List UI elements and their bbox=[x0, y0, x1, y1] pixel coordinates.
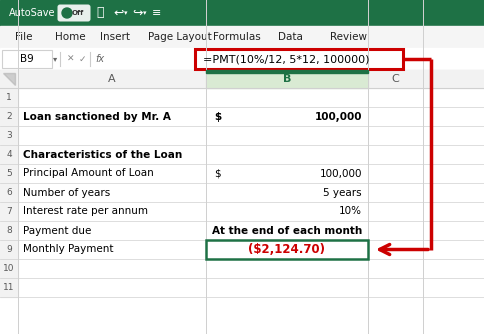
Bar bbox=[0, 240, 484, 259]
Bar bbox=[0, 145, 484, 164]
Bar bbox=[0, 278, 18, 297]
Bar bbox=[0, 107, 18, 126]
Text: $: $ bbox=[213, 168, 220, 178]
Text: ↪: ↪ bbox=[132, 6, 142, 19]
Text: 3: 3 bbox=[6, 131, 12, 140]
Text: ↩: ↩ bbox=[113, 6, 123, 19]
Text: 5: 5 bbox=[6, 169, 12, 178]
Bar bbox=[0, 126, 18, 145]
Text: ▾: ▾ bbox=[124, 10, 127, 16]
Text: Insert: Insert bbox=[100, 32, 130, 42]
Text: Principal Amount of Loan: Principal Amount of Loan bbox=[23, 168, 153, 178]
Bar bbox=[0, 202, 484, 221]
Text: A: A bbox=[108, 74, 116, 84]
Bar bbox=[0, 183, 484, 202]
Text: ($2,124.70): ($2,124.70) bbox=[248, 243, 325, 256]
Text: Characteristics of the Loan: Characteristics of the Loan bbox=[23, 150, 182, 160]
Text: Loan sanctioned by Mr. A: Loan sanctioned by Mr. A bbox=[23, 112, 170, 122]
Text: 7: 7 bbox=[6, 207, 12, 216]
Text: ✓: ✓ bbox=[79, 54, 86, 63]
Text: 9: 9 bbox=[6, 245, 12, 254]
Text: =PMT(10%/12, 5*12, 100000): =PMT(10%/12, 5*12, 100000) bbox=[203, 54, 369, 64]
Text: 1: 1 bbox=[6, 93, 12, 102]
Text: 100,000: 100,000 bbox=[314, 112, 361, 122]
Circle shape bbox=[62, 8, 72, 18]
Text: Formulas: Formulas bbox=[212, 32, 260, 42]
Bar bbox=[0, 202, 18, 221]
Text: 2: 2 bbox=[6, 112, 12, 121]
Bar bbox=[0, 107, 484, 126]
Bar bbox=[0, 259, 484, 278]
Text: C: C bbox=[391, 74, 398, 84]
Text: File: File bbox=[15, 32, 32, 42]
Bar bbox=[0, 164, 18, 183]
Bar bbox=[0, 145, 18, 164]
Text: Home: Home bbox=[55, 32, 86, 42]
Bar bbox=[206, 70, 367, 72]
Text: Off: Off bbox=[72, 10, 84, 16]
Text: 8: 8 bbox=[6, 226, 12, 235]
Text: At the end of each month: At the end of each month bbox=[212, 225, 362, 235]
Text: AutoSave: AutoSave bbox=[9, 8, 55, 18]
Text: 100,000: 100,000 bbox=[319, 168, 361, 178]
Bar bbox=[206, 70, 367, 88]
Text: B9: B9 bbox=[20, 54, 34, 64]
Text: Number of years: Number of years bbox=[23, 187, 110, 197]
Polygon shape bbox=[3, 73, 15, 85]
Text: Payment due: Payment due bbox=[23, 225, 91, 235]
Bar bbox=[0, 221, 484, 240]
Bar bbox=[0, 70, 484, 88]
Bar bbox=[0, 221, 18, 240]
Text: 11: 11 bbox=[3, 283, 15, 292]
Text: Review: Review bbox=[329, 32, 366, 42]
Text: 10: 10 bbox=[3, 264, 15, 273]
Bar bbox=[0, 0, 484, 26]
Text: B: B bbox=[282, 74, 290, 84]
Bar bbox=[0, 164, 484, 183]
Bar bbox=[0, 278, 484, 297]
Text: ≡: ≡ bbox=[151, 8, 161, 18]
Text: ✕: ✕ bbox=[67, 54, 75, 63]
FancyBboxPatch shape bbox=[58, 4, 91, 21]
Bar bbox=[0, 259, 18, 278]
Text: 💾: 💾 bbox=[96, 6, 103, 19]
Text: $: $ bbox=[213, 112, 221, 122]
Bar bbox=[206, 240, 367, 259]
Text: Monthly Payment: Monthly Payment bbox=[23, 244, 113, 255]
Text: 6: 6 bbox=[6, 188, 12, 197]
Text: 4: 4 bbox=[6, 150, 12, 159]
Text: fx: fx bbox=[95, 54, 104, 64]
Bar bbox=[0, 240, 18, 259]
Text: Page Layout: Page Layout bbox=[148, 32, 212, 42]
Bar bbox=[0, 183, 18, 202]
Bar bbox=[0, 88, 484, 107]
Text: Interest rate per annum: Interest rate per annum bbox=[23, 206, 148, 216]
Bar bbox=[195, 49, 402, 69]
Text: 5 years: 5 years bbox=[323, 187, 361, 197]
Text: ▾: ▾ bbox=[53, 54, 57, 63]
Bar bbox=[0, 88, 18, 107]
Bar bbox=[0, 48, 484, 70]
Text: 10%: 10% bbox=[338, 206, 361, 216]
Bar bbox=[2, 50, 52, 68]
Bar bbox=[0, 126, 484, 145]
Bar bbox=[206, 240, 367, 259]
Bar bbox=[0, 26, 484, 48]
Text: Data: Data bbox=[277, 32, 302, 42]
Text: ▾: ▾ bbox=[143, 10, 146, 16]
